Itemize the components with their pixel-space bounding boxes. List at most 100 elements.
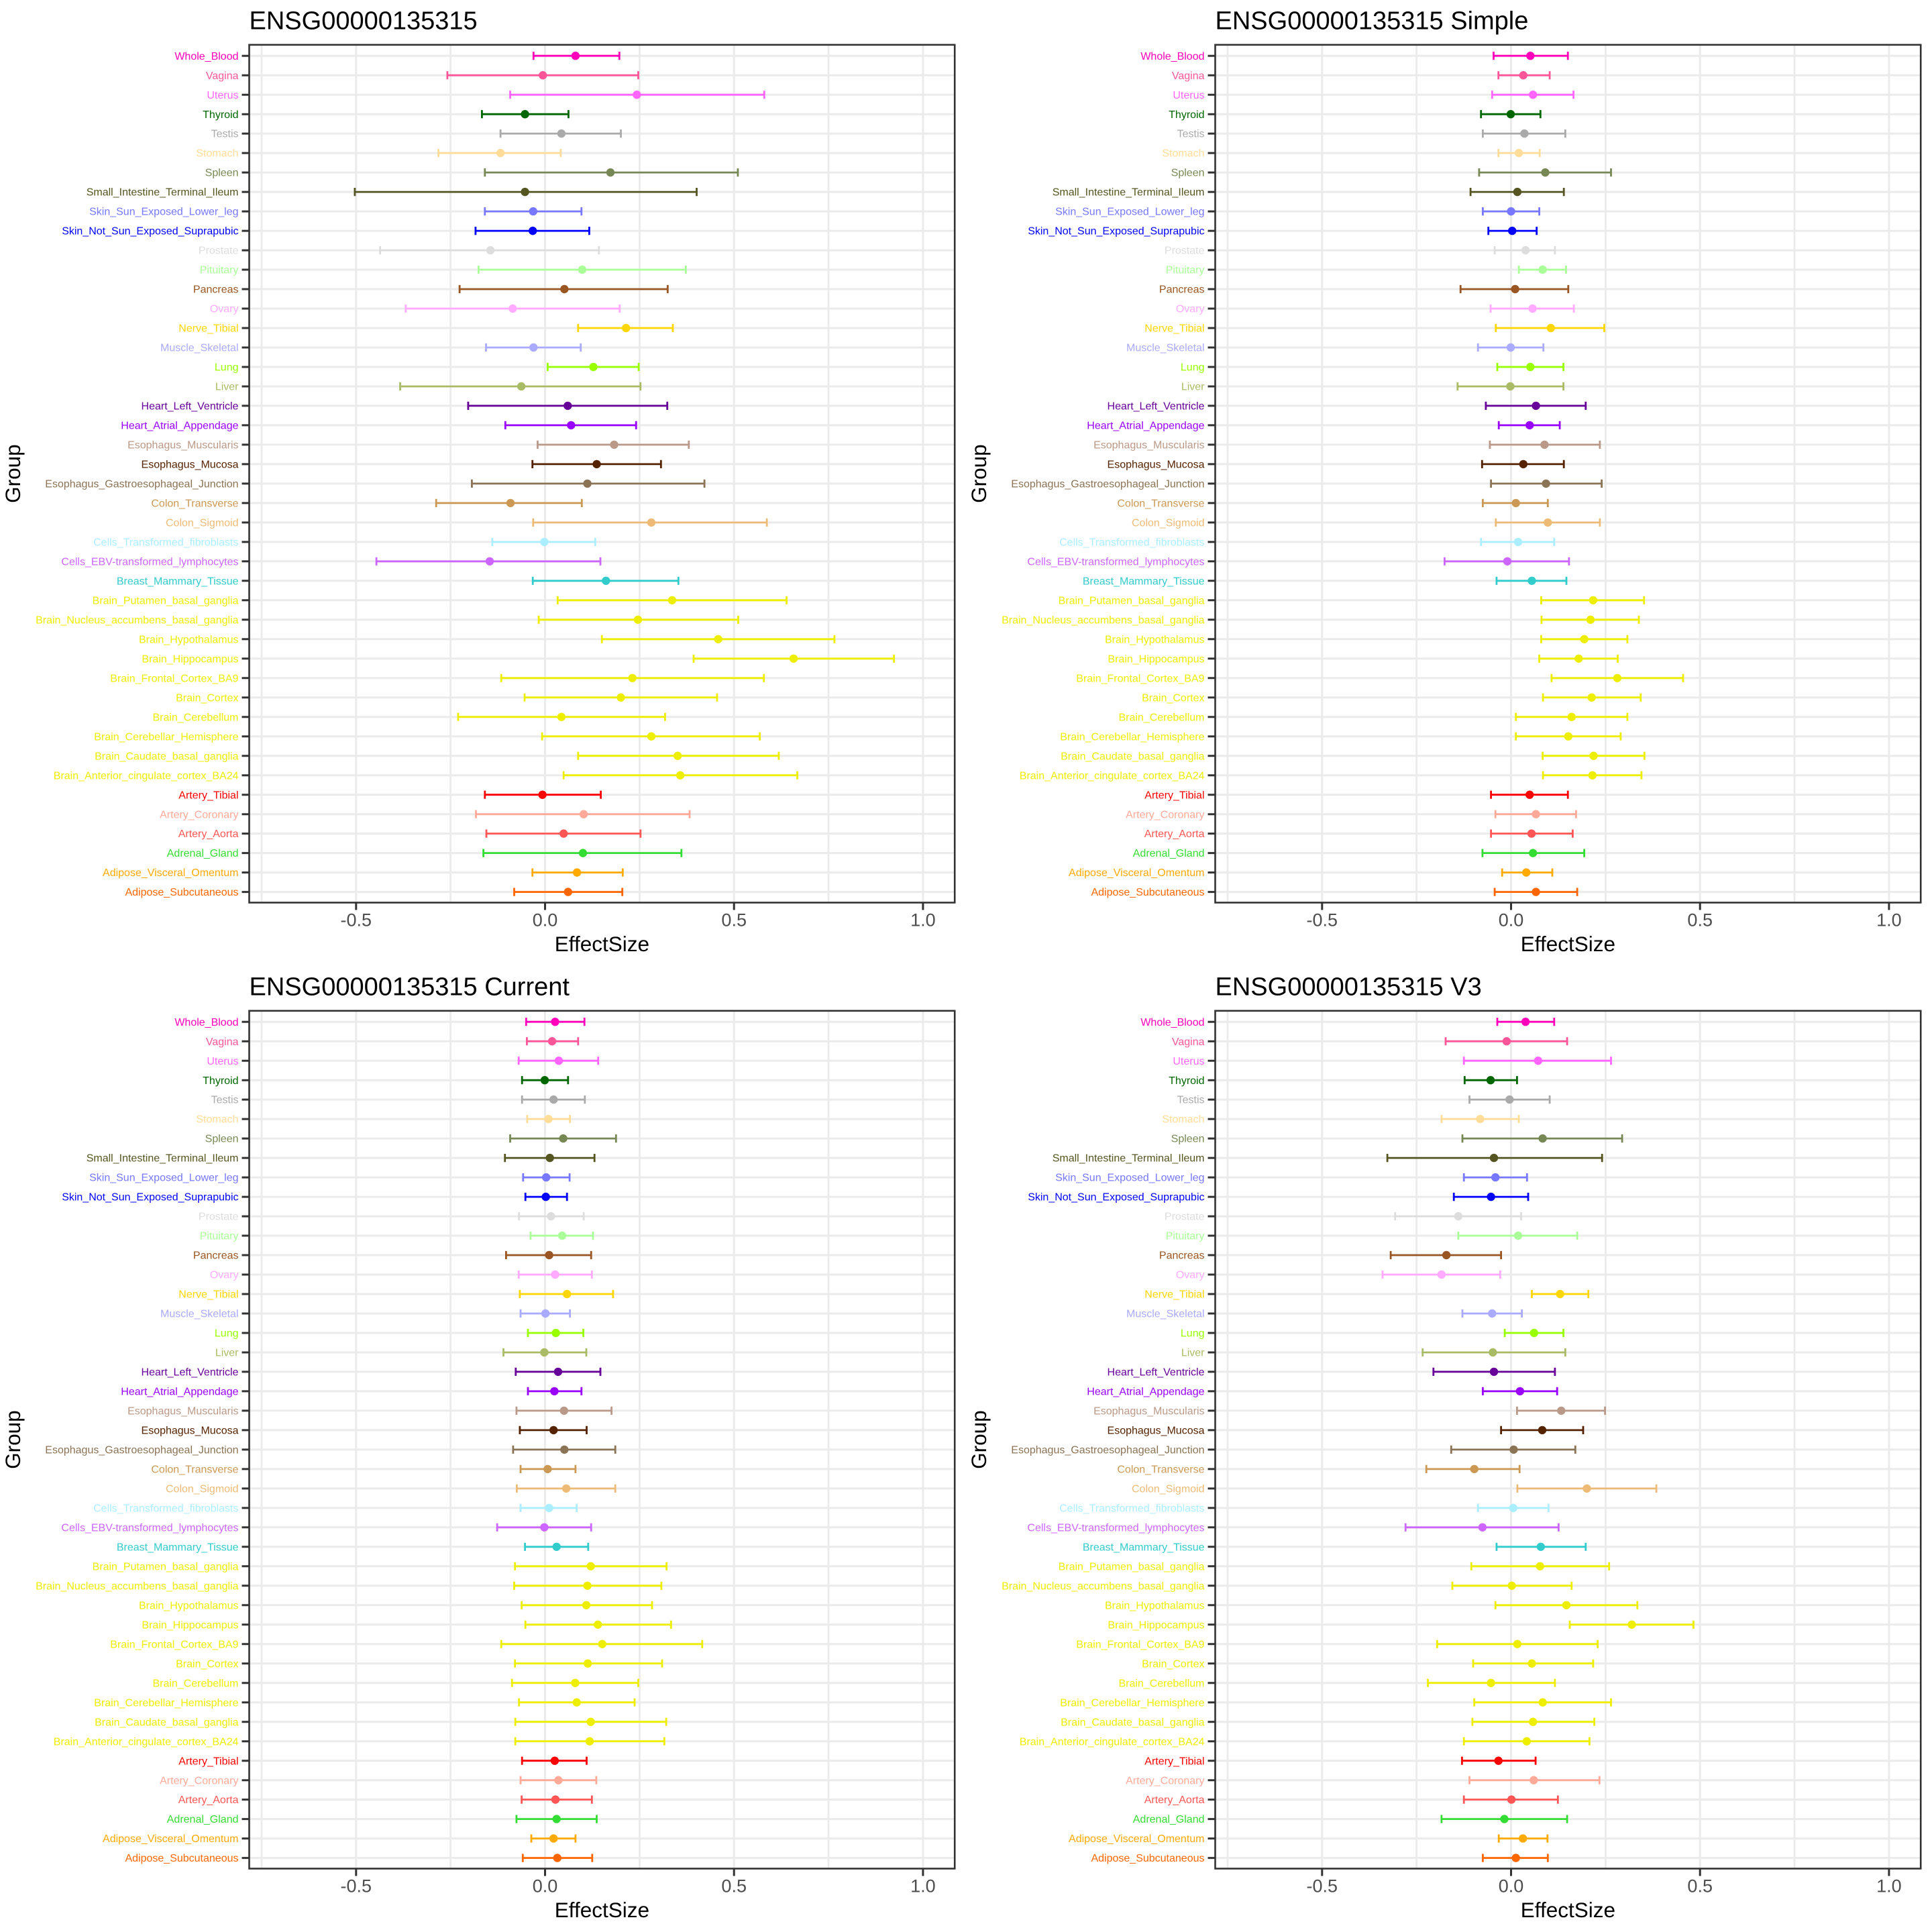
svg-text:Colon_Transverse: Colon_Transverse — [1117, 498, 1204, 510]
svg-text:Artery_Aorta: Artery_Aorta — [1144, 1794, 1205, 1806]
svg-text:Group: Group — [1, 444, 25, 503]
svg-text:0.5: 0.5 — [721, 1876, 747, 1896]
svg-text:ENSG00000135315 Simple: ENSG00000135315 Simple — [1216, 7, 1529, 36]
svg-text:Adrenal_Gland: Adrenal_Gland — [167, 1814, 239, 1825]
svg-text:Heart_Atrial_Appendage: Heart_Atrial_Appendage — [1087, 1387, 1204, 1398]
svg-text:0.0: 0.0 — [533, 1876, 558, 1896]
svg-text:-0.5: -0.5 — [341, 1876, 372, 1896]
svg-text:Adipose_Visceral_Omentum: Adipose_Visceral_Omentum — [1069, 867, 1204, 879]
svg-text:Artery_Tibial: Artery_Tibial — [178, 790, 238, 801]
svg-text:Small_Intestine_Terminal_Ileum: Small_Intestine_Terminal_Ileum — [1053, 187, 1205, 199]
svg-text:Skin_Sun_Exposed_Lower_leg: Skin_Sun_Exposed_Lower_leg — [1055, 207, 1204, 218]
svg-text:Brain_Anterior_cingulate_corte: Brain_Anterior_cingulate_cortex_BA24 — [54, 1736, 239, 1748]
svg-text:Brain_Cortex: Brain_Cortex — [1142, 692, 1204, 704]
svg-text:Testis: Testis — [1177, 1095, 1205, 1106]
svg-text:Skin_Not_Sun_Exposed_Suprapubi: Skin_Not_Sun_Exposed_Suprapubic — [62, 1192, 238, 1203]
svg-text:Adipose_Subcutaneous: Adipose_Subcutaneous — [1091, 1853, 1204, 1864]
svg-text:Prostate: Prostate — [1165, 246, 1205, 257]
svg-text:Brain_Caudate_basal_ganglia: Brain_Caudate_basal_ganglia — [1061, 751, 1204, 762]
svg-text:Artery_Coronary: Artery_Coronary — [160, 1775, 238, 1786]
svg-text:0.5: 0.5 — [1687, 1876, 1713, 1896]
svg-text:Whole_Blood: Whole_Blood — [174, 51, 238, 62]
svg-text:EffectSize: EffectSize — [1521, 932, 1615, 956]
svg-text:Adipose_Subcutaneous: Adipose_Subcutaneous — [125, 1853, 238, 1864]
svg-text:Brain_Caudate_basal_ganglia: Brain_Caudate_basal_ganglia — [1061, 1717, 1204, 1728]
svg-text:Artery_Tibial: Artery_Tibial — [178, 1756, 238, 1767]
svg-text:Brain_Anterior_cingulate_corte: Brain_Anterior_cingulate_cortex_BA24 — [1020, 770, 1205, 782]
svg-text:Esophagus_Mucosa: Esophagus_Mucosa — [142, 460, 239, 471]
svg-text:Muscle_Skeletal: Muscle_Skeletal — [160, 1309, 239, 1320]
svg-text:Brain_Hippocampus: Brain_Hippocampus — [1108, 1619, 1204, 1631]
svg-text:Stomach: Stomach — [1162, 148, 1204, 160]
svg-text:Artery_Aorta: Artery_Aorta — [1144, 828, 1205, 840]
svg-text:Adipose_Visceral_Omentum: Adipose_Visceral_Omentum — [103, 867, 238, 879]
svg-text:Lung: Lung — [215, 362, 239, 374]
svg-text:Adipose_Subcutaneous: Adipose_Subcutaneous — [1091, 887, 1204, 898]
svg-text:Liver: Liver — [1181, 382, 1205, 393]
svg-text:ENSG00000135315 Current: ENSG00000135315 Current — [250, 973, 570, 1002]
svg-text:Uterus: Uterus — [207, 90, 238, 101]
svg-text:Artery_Aorta: Artery_Aorta — [178, 828, 239, 840]
svg-text:Nerve_Tibial: Nerve_Tibial — [1144, 323, 1204, 335]
svg-text:Heart_Atrial_Appendage: Heart_Atrial_Appendage — [121, 1387, 238, 1398]
svg-text:ENSG00000135315 V3: ENSG00000135315 V3 — [1216, 973, 1482, 1002]
svg-text:Cells_Transformed_fibroblasts: Cells_Transformed_fibroblasts — [1059, 537, 1204, 549]
svg-text:Spleen: Spleen — [1171, 168, 1205, 179]
svg-text:Whole_Blood: Whole_Blood — [1140, 1017, 1204, 1028]
svg-text:Skin_Sun_Exposed_Lower_leg: Skin_Sun_Exposed_Lower_leg — [89, 1173, 238, 1184]
svg-text:Whole_Blood: Whole_Blood — [1140, 51, 1204, 62]
svg-text:Adrenal_Gland: Adrenal_Gland — [1133, 1814, 1205, 1825]
svg-text:Brain_Cortex: Brain_Cortex — [176, 692, 238, 704]
svg-text:Pancreas: Pancreas — [193, 284, 239, 296]
svg-text:Esophagus_Mucosa: Esophagus_Mucosa — [142, 1426, 239, 1437]
svg-text:Brain_Frontal_Cortex_BA9: Brain_Frontal_Cortex_BA9 — [110, 1639, 238, 1650]
svg-text:Lung: Lung — [1181, 362, 1205, 374]
svg-text:EffectSize: EffectSize — [1521, 1898, 1615, 1922]
svg-text:Muscle_Skeletal: Muscle_Skeletal — [160, 343, 239, 354]
svg-text:-0.5: -0.5 — [1307, 1876, 1338, 1896]
svg-text:Esophagus_Muscularis: Esophagus_Muscularis — [127, 440, 238, 451]
svg-text:Brain_Hippocampus: Brain_Hippocampus — [142, 1619, 238, 1631]
svg-text:Esophagus_Muscularis: Esophagus_Muscularis — [127, 1406, 238, 1417]
svg-text:Heart_Atrial_Appendage: Heart_Atrial_Appendage — [121, 421, 238, 432]
svg-text:Liver: Liver — [215, 1348, 239, 1359]
svg-text:Brain_Frontal_Cortex_BA9: Brain_Frontal_Cortex_BA9 — [1076, 673, 1204, 684]
svg-text:Artery_Tibial: Artery_Tibial — [1144, 790, 1204, 801]
svg-text:Cells_Transformed_fibroblasts: Cells_Transformed_fibroblasts — [1059, 1503, 1204, 1515]
svg-text:ENSG00000135315: ENSG00000135315 — [250, 7, 478, 36]
svg-text:Adrenal_Gland: Adrenal_Gland — [1133, 848, 1205, 859]
svg-text:Brain_Caudate_basal_ganglia: Brain_Caudate_basal_ganglia — [95, 751, 238, 762]
svg-text:1.0: 1.0 — [910, 1876, 936, 1896]
svg-text:Pituitary: Pituitary — [1166, 265, 1205, 276]
svg-text:-0.5: -0.5 — [341, 910, 372, 930]
svg-text:Small_Intestine_Terminal_Ileum: Small_Intestine_Terminal_Ileum — [87, 1153, 239, 1165]
svg-text:Adipose_Visceral_Omentum: Adipose_Visceral_Omentum — [1069, 1833, 1204, 1845]
svg-text:-0.5: -0.5 — [1307, 910, 1338, 930]
svg-text:Vagina: Vagina — [206, 1036, 239, 1048]
svg-text:Esophagus_Gastroesophageal_Jun: Esophagus_Gastroesophageal_Junction — [1011, 1445, 1204, 1456]
svg-text:Adipose_Subcutaneous: Adipose_Subcutaneous — [125, 887, 238, 898]
svg-text:Brain_Nucleus_accumbens_basal_: Brain_Nucleus_accumbens_basal_ganglia — [36, 614, 239, 626]
svg-text:0.5: 0.5 — [1687, 910, 1713, 930]
svg-text:Pituitary: Pituitary — [200, 1231, 239, 1242]
svg-text:Group: Group — [967, 444, 991, 503]
svg-text:Brain_Cortex: Brain_Cortex — [1142, 1658, 1204, 1670]
svg-text:Uterus: Uterus — [1173, 1056, 1204, 1067]
svg-text:0.5: 0.5 — [721, 910, 747, 930]
svg-text:Vagina: Vagina — [1172, 70, 1205, 82]
svg-text:Brain_Nucleus_accumbens_basal_: Brain_Nucleus_accumbens_basal_ganglia — [1002, 614, 1205, 626]
svg-text:Pituitary: Pituitary — [200, 265, 239, 276]
svg-text:Colon_Sigmoid: Colon_Sigmoid — [166, 1484, 239, 1495]
svg-text:Testis: Testis — [211, 129, 239, 140]
svg-text:Lung: Lung — [1181, 1328, 1205, 1340]
svg-text:Skin_Sun_Exposed_Lower_leg: Skin_Sun_Exposed_Lower_leg — [1055, 1173, 1204, 1184]
svg-text:Esophagus_Mucosa: Esophagus_Mucosa — [1108, 460, 1205, 471]
svg-text:Brain_Nucleus_accumbens_basal_: Brain_Nucleus_accumbens_basal_ganglia — [36, 1580, 239, 1592]
svg-text:Artery_Tibial: Artery_Tibial — [1144, 1756, 1204, 1767]
svg-text:Liver: Liver — [1181, 1348, 1205, 1359]
svg-text:Cells_EBV-transformed_lymphocy: Cells_EBV-transformed_lymphocytes — [61, 556, 238, 568]
svg-text:Brain_Hypothalamus: Brain_Hypothalamus — [139, 1600, 239, 1611]
svg-text:Esophagus_Gastroesophageal_Jun: Esophagus_Gastroesophageal_Junction — [1011, 479, 1204, 490]
svg-text:1.0: 1.0 — [1876, 910, 1902, 930]
svg-text:Pituitary: Pituitary — [1166, 1231, 1205, 1242]
